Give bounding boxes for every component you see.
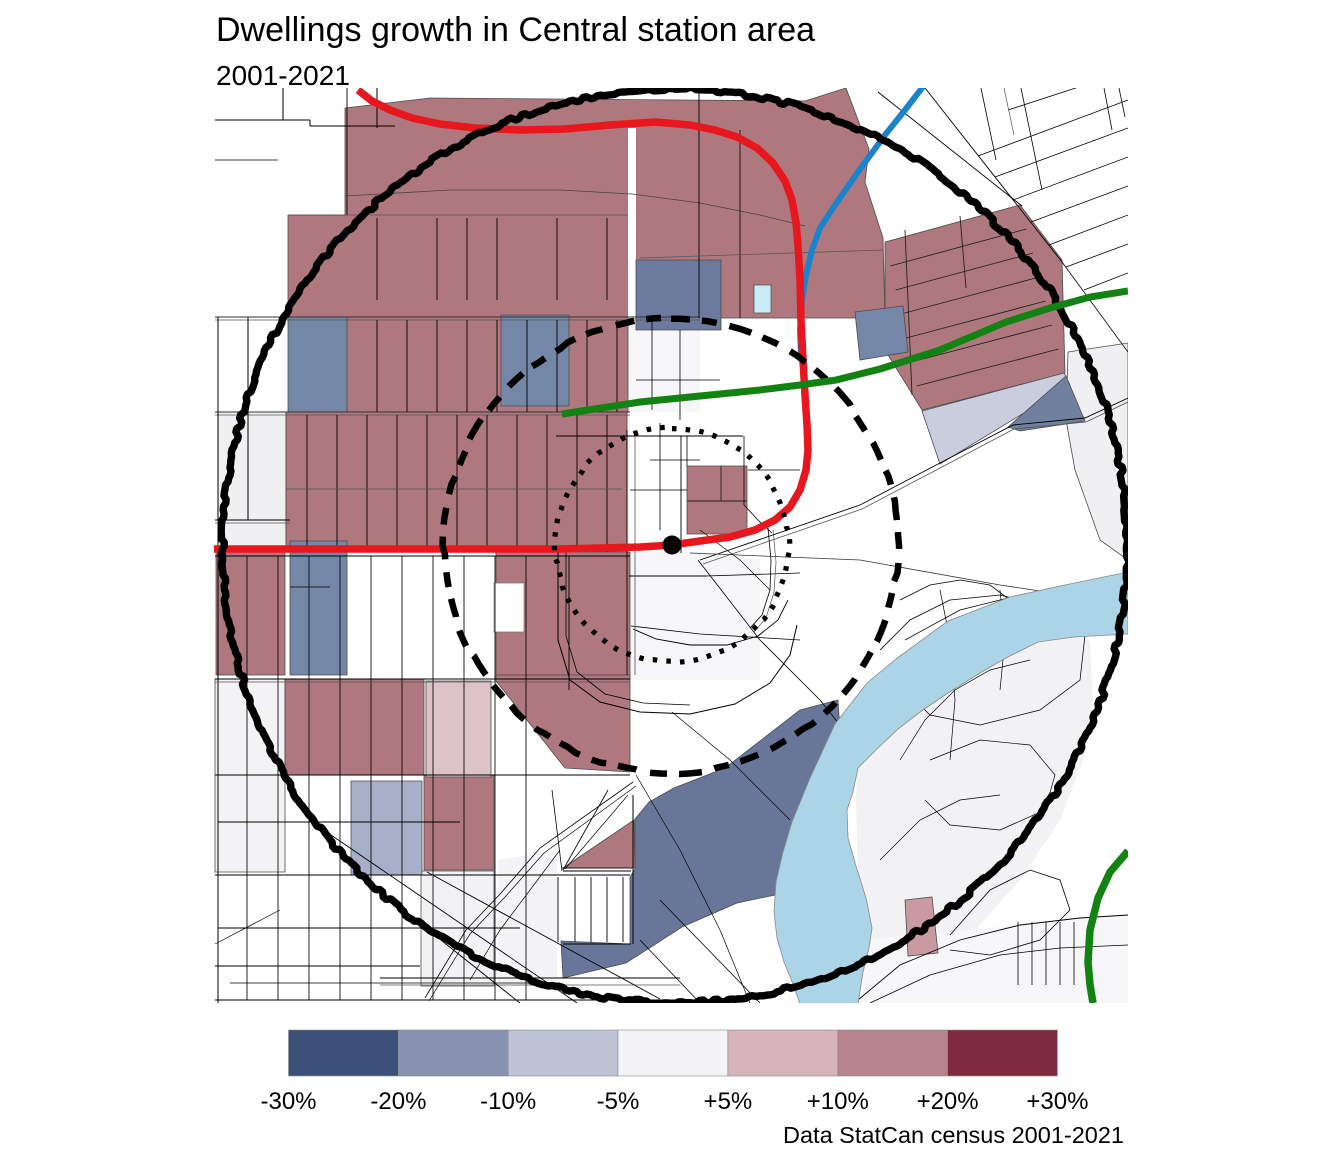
svg-text:+20%: +20% [917,1088,979,1115]
svg-text:+5%: +5% [704,1088,753,1115]
svg-text:2001-2021: 2001-2021 [216,60,350,91]
svg-text:-5%: -5% [597,1088,640,1115]
svg-text:+10%: +10% [807,1088,869,1115]
svg-text:-20%: -20% [370,1088,426,1115]
svg-text:Dwellings growth in Central st: Dwellings growth in Central station area [216,11,815,49]
svg-text:+30%: +30% [1026,1088,1088,1115]
svg-text:-10%: -10% [480,1088,536,1115]
svg-text:-30%: -30% [260,1088,316,1115]
svg-text:Data StatCan census 2001-2021: Data StatCan census 2001-2021 [783,1122,1124,1148]
